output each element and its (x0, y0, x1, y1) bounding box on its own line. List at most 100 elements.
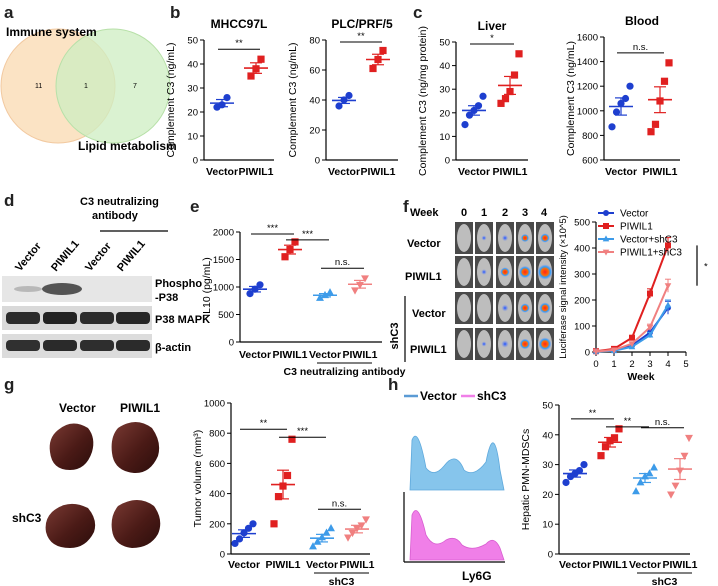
imaging-row-vector: Vector (407, 238, 441, 250)
data-point (612, 108, 621, 116)
data-point (647, 128, 655, 136)
y-tick-label: 1000 (577, 106, 598, 117)
imaging-row-vector-shc3: Vector (412, 308, 446, 320)
y-axis-label: Complement C3 (ng/mg protein) (417, 26, 429, 176)
y-tick-label: 300 (574, 270, 590, 281)
x-axis-label: shC3 (652, 576, 678, 586)
imaging-group-shc3: shC3 (389, 323, 401, 350)
legend-marker (602, 249, 610, 256)
data-point (647, 290, 653, 297)
group-piwil1 (647, 59, 673, 136)
imaging-week-label: Week (410, 207, 439, 219)
chart-b2: 0 20 40 60 80 PLC/PRF/5 Complement C3 (ng/mL) V… (287, 17, 398, 178)
y-tick-label: 30 (542, 460, 553, 471)
chart-title: PLC/PRF/5 (331, 17, 393, 31)
blot-row-actin: β-actin (155, 342, 191, 354)
blot-row-phospho-2: -P38 (155, 292, 178, 304)
data-point (291, 238, 299, 246)
luminescence-signal (539, 302, 551, 314)
y-tick-label: 800 (209, 429, 225, 440)
data-point (351, 287, 359, 295)
data-point (309, 542, 317, 550)
tumor-col-piwil1: PIWIL1 (120, 401, 160, 415)
x-tick-label: 5 (683, 359, 688, 370)
chart-g: 0 200 400 600 800 1000 Tumor volume (mm³) Vecto… (192, 399, 375, 586)
data-point (327, 524, 335, 532)
y-tick-label: 10 (542, 520, 553, 531)
tumor-col-vector: Vector (59, 401, 96, 415)
y-tick-label: 20 (187, 108, 198, 119)
data-point (671, 482, 680, 490)
data-point (592, 349, 600, 356)
y-tick-label: 40 (439, 61, 450, 72)
group-vector (608, 82, 634, 131)
x-category-label: Vector (206, 166, 238, 178)
data-point (646, 331, 654, 338)
significance-label: *** (302, 229, 313, 240)
y-tick-label: 20 (542, 490, 553, 501)
x-category-label: PIWIL1 (339, 559, 374, 571)
y-tick-label: 40 (309, 96, 320, 107)
mouse-body (457, 330, 471, 358)
group-vector (313, 288, 337, 301)
panel-label-h: h (388, 375, 398, 394)
x-category-label: Vector (328, 166, 360, 178)
y-tick-label: 0 (548, 550, 553, 561)
imaging-cell (455, 328, 473, 360)
luminescence-signal (520, 233, 530, 243)
panel-label-g: g (4, 375, 14, 394)
y-axis-label: Complement C3 (ng/mL) (565, 41, 577, 156)
y-tick-label: 0 (193, 156, 198, 167)
luminescence-signal (481, 235, 487, 241)
y-tick-label: 30 (439, 85, 450, 96)
western-blot: C3 neutralizing antibody Vector PIWIL1 V… (2, 196, 210, 358)
x-category-label: Vector (458, 166, 490, 178)
data-point (235, 535, 244, 543)
y-tick-label: 1000 (213, 283, 234, 294)
legend-marker (603, 210, 609, 216)
tumor-vector (49, 423, 94, 470)
luminescence-signal (501, 234, 509, 242)
y-tick-label: 200 (209, 519, 225, 530)
y-tick-label: 30 (187, 84, 198, 95)
data-point (344, 534, 352, 542)
group-piwil1 (244, 55, 268, 80)
significance-label: ** (260, 418, 268, 429)
group-vector (332, 91, 356, 110)
group-piwil1 (278, 238, 302, 261)
tumor-piwil1 (111, 422, 160, 474)
tumor-piwil1-shc3 (111, 500, 161, 548)
venn-count-overlap: 1 (84, 83, 88, 90)
panel-label-c: c (413, 3, 422, 22)
y-tick-label: 0 (585, 348, 590, 359)
x-category-label: PIWIL1 (238, 166, 273, 178)
luminescence-signal (500, 267, 510, 277)
y-tick-label: 2000 (213, 228, 234, 239)
y-tick-label: 1600 (577, 33, 598, 44)
luminescence-signal (520, 303, 530, 313)
y-tick-label: 800 (582, 131, 598, 142)
data-point (629, 334, 635, 341)
x-category-label: PIWIL1 (592, 559, 627, 571)
imaging-cell (475, 256, 493, 288)
imaging-cell (536, 328, 554, 360)
flow-peak-vector (409, 435, 505, 491)
chart-title: Liver (478, 19, 507, 33)
y-axis-label: Complement C3 (ng/mL) (287, 43, 299, 158)
data-point (610, 347, 618, 354)
y-tick-label: 50 (439, 38, 450, 49)
x-axis-label: C3 neutralizing antibody (284, 366, 406, 378)
data-point (597, 452, 605, 460)
significance-label: *** (297, 426, 308, 437)
data-point (580, 461, 588, 469)
y-tick-label: 1000 (204, 399, 225, 410)
y-tick-label: 20 (439, 108, 450, 119)
significance-label: ** (235, 38, 243, 49)
x-category-label: Vector (306, 559, 338, 571)
legend-label: PIWIL1 (620, 222, 653, 233)
data-point (664, 283, 672, 290)
luminescence-signal (481, 269, 487, 275)
data-point (313, 537, 322, 545)
y-tick-label: 500 (218, 310, 234, 321)
imaging-cell (516, 328, 534, 360)
